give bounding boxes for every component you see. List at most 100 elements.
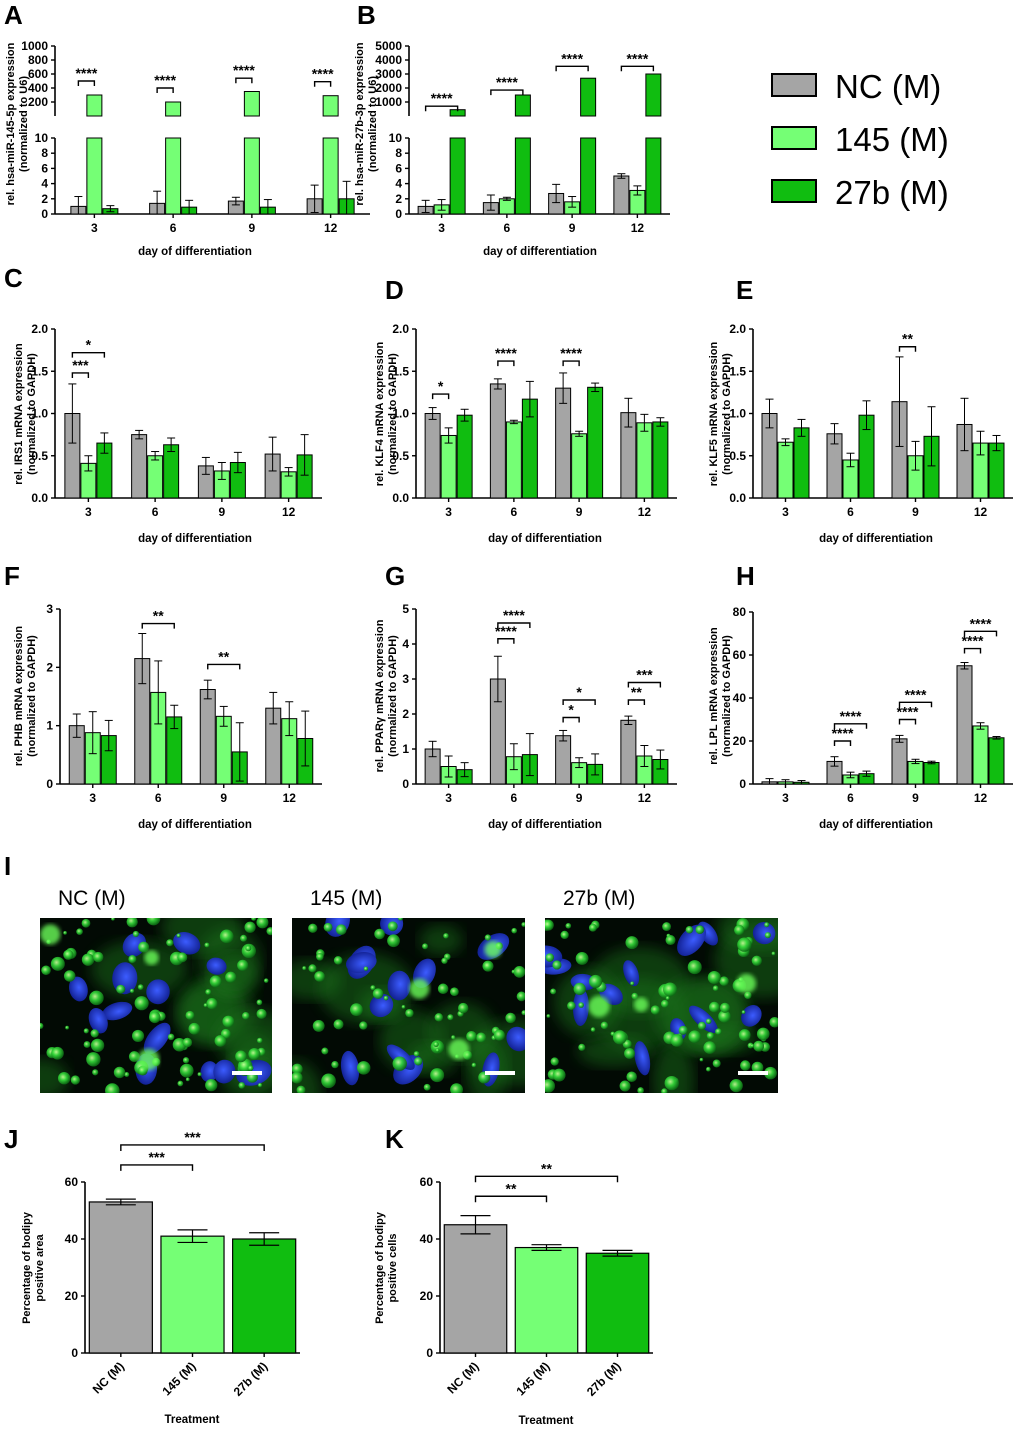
significance-label: *** bbox=[184, 1129, 201, 1145]
x-tick-label: 6 bbox=[847, 505, 854, 519]
y-axis-label-line: (normalized to U6) bbox=[367, 76, 379, 172]
significance-bracket bbox=[474, 1175, 619, 1183]
lipid-droplet bbox=[737, 937, 752, 952]
lipid-droplet bbox=[437, 983, 449, 995]
lipid-droplet bbox=[764, 922, 770, 928]
lipid-droplet bbox=[663, 982, 677, 997]
lipid-droplet bbox=[63, 930, 67, 935]
y-tick-label: 1000 bbox=[21, 39, 48, 53]
significance-bracket bbox=[120, 1164, 194, 1171]
lipid-droplet bbox=[458, 1002, 469, 1014]
lipid-droplet bbox=[387, 934, 400, 948]
significance-bracket bbox=[833, 740, 852, 746]
bar bbox=[988, 737, 1005, 785]
scale-bar bbox=[738, 1071, 768, 1075]
lipid-droplet bbox=[546, 1014, 551, 1018]
bar bbox=[160, 1235, 225, 1354]
lipid-droplet bbox=[214, 1035, 227, 1047]
x-tick-label: 12 bbox=[282, 505, 296, 519]
bar bbox=[793, 427, 810, 499]
lipid-droplet bbox=[493, 1029, 505, 1041]
x-tick-label: 145 (M) bbox=[513, 1359, 552, 1398]
bar-upper bbox=[322, 95, 339, 117]
panel-label-A: A bbox=[4, 0, 23, 30]
y-axis-label-line: rel. IRS1 mRNA expression bbox=[13, 343, 25, 485]
lipid-droplet bbox=[697, 1021, 707, 1030]
lipid-droplet bbox=[244, 921, 256, 933]
y-tick-label: 0 bbox=[41, 207, 48, 221]
lipid-droplet bbox=[205, 989, 212, 995]
bar bbox=[972, 725, 989, 785]
lipid-droplet bbox=[176, 933, 181, 938]
lipid-droplet bbox=[292, 1071, 303, 1084]
lipid-droplet bbox=[484, 934, 491, 941]
lipid-droplet bbox=[41, 965, 51, 976]
lipid-droplet-bright bbox=[736, 973, 757, 994]
bar bbox=[956, 665, 973, 785]
panel-label-D: D bbox=[385, 275, 404, 305]
lipid-droplet bbox=[292, 1063, 303, 1075]
x-tick-label: 12 bbox=[974, 791, 988, 805]
lipid-droplet bbox=[707, 971, 721, 985]
y-tick-label: 1.5 bbox=[392, 364, 409, 378]
significance-bracket bbox=[235, 77, 253, 84]
lipid-droplet bbox=[331, 1060, 339, 1069]
x-axis-title: day of differentiation bbox=[488, 533, 602, 545]
bar bbox=[652, 421, 669, 499]
lipid-droplet bbox=[434, 1013, 444, 1022]
significance-label: **** bbox=[626, 50, 648, 66]
significance-label: **** bbox=[495, 345, 517, 361]
y-axis-label-line: rel. LPL mRNA expression bbox=[708, 627, 720, 765]
bar bbox=[636, 422, 653, 499]
lipid-droplet bbox=[560, 930, 569, 940]
chart-panel-K: K Percentage of bodipy positive cells Treat… bbox=[374, 1124, 653, 1427]
bar-upper bbox=[514, 94, 531, 117]
bar bbox=[555, 735, 572, 785]
lipid-droplet bbox=[685, 925, 694, 934]
lipid-droplet bbox=[450, 1083, 464, 1093]
bar bbox=[505, 421, 522, 499]
significance-bracket bbox=[424, 105, 459, 112]
lipid-droplet bbox=[552, 960, 562, 970]
lipid-droplet bbox=[89, 990, 104, 1006]
lipid-droplet bbox=[450, 987, 459, 997]
legend-swatch-145 bbox=[771, 126, 817, 150]
y-tick-label: 800 bbox=[28, 53, 48, 67]
x-tick-label: 12 bbox=[631, 221, 645, 235]
y-tick-label: 20 bbox=[420, 1289, 434, 1303]
lipid-droplet bbox=[83, 1028, 89, 1034]
nucleus bbox=[206, 957, 227, 975]
bar-upper bbox=[165, 101, 182, 117]
lipid-droplet bbox=[370, 985, 376, 991]
x-tick-label: 9 bbox=[912, 505, 919, 519]
nucleus bbox=[173, 932, 201, 955]
bar bbox=[443, 1224, 508, 1354]
significance-bracket bbox=[898, 718, 917, 725]
significance-label: **** bbox=[560, 345, 582, 361]
lipid-droplet bbox=[578, 1043, 586, 1051]
nucleus bbox=[340, 1050, 360, 1086]
nucleus bbox=[213, 1059, 236, 1084]
lipid-droplet bbox=[660, 999, 669, 1008]
y-axis-label-line: (normalized to GAPDH) bbox=[387, 635, 399, 757]
significance-bracket bbox=[71, 372, 90, 378]
x-tick-label: 6 bbox=[170, 221, 177, 235]
lipid-droplet bbox=[405, 1008, 414, 1018]
lipid-droplet bbox=[619, 1080, 631, 1092]
lipid-droplet bbox=[516, 991, 525, 1002]
y-axis-label-line: (normalized to GAPDH) bbox=[26, 353, 38, 475]
lipid-droplet bbox=[545, 919, 554, 931]
x-tick-label: 9 bbox=[219, 505, 226, 519]
significance-label: * bbox=[438, 378, 444, 394]
lipid-droplet bbox=[177, 952, 188, 963]
lipid-droplet bbox=[476, 1032, 487, 1043]
significance-bracket bbox=[71, 351, 106, 358]
nucleus bbox=[68, 976, 88, 1002]
bar bbox=[88, 1201, 153, 1354]
lipid-droplet bbox=[706, 1032, 715, 1040]
x-tick-label: 3 bbox=[782, 505, 789, 519]
significance-bracket bbox=[490, 89, 524, 96]
lipid-droplet bbox=[132, 930, 140, 938]
